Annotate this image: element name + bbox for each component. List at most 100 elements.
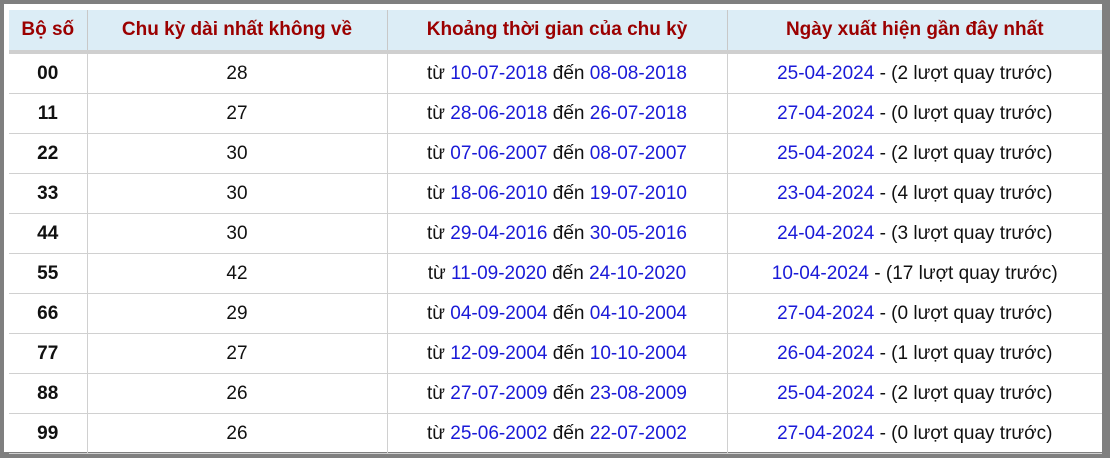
draws-ago: - (0 lượt quay trước) (879, 422, 1053, 444)
last-date-link[interactable]: 25-04-2024 (777, 62, 875, 84)
from-label: từ (427, 382, 446, 404)
draws-ago: - (2 lượt quay trước) (879, 62, 1053, 84)
period-cell: từ 04-09-2004 đến 04-10-2004 (386, 293, 728, 334)
period-cell: từ 28-06-2018 đến 26-07-2018 (386, 93, 728, 134)
last-seen-cell: 25-04-2024 - (2 lượt quay trước) (726, 373, 1102, 414)
last-date-link[interactable]: 27-04-2024 (777, 302, 875, 324)
cycle-cell: 27 (86, 333, 388, 374)
period-cell: từ 07-06-2007 đến 08-07-2007 (386, 133, 728, 174)
last-date-link[interactable]: 24-04-2024 (777, 222, 875, 244)
to-label: đến (552, 182, 585, 204)
cycle-table: Bộ số Chu kỳ dài nhất không về Khoảng th… (9, 10, 1102, 454)
last-seen-cell: 27-04-2024 - (0 lượt quay trước) (726, 293, 1102, 334)
period-cell: từ 29-04-2016 đến 30-05-2016 (386, 213, 728, 254)
last-date-link[interactable]: 23-04-2024 (777, 182, 875, 204)
table-row: 00 28 từ 10-07-2018 đến 08-08-2018 25-04… (9, 52, 1102, 94)
last-seen-cell: 26-04-2024 - (1 lượt quay trước) (726, 333, 1102, 374)
end-date-link[interactable]: 24-10-2020 (589, 262, 687, 284)
from-label: từ (427, 342, 446, 364)
to-label: đến (552, 302, 585, 324)
table-row: 11 27 từ 28-06-2018 đến 26-07-2018 27-04… (9, 93, 1102, 134)
start-date-link[interactable]: 07-06-2007 (450, 142, 548, 164)
last-seen-cell: 27-04-2024 - (0 lượt quay trước) (726, 93, 1102, 134)
last-date-link[interactable]: 27-04-2024 (777, 102, 875, 124)
last-seen-cell: 23-04-2024 - (4 lượt quay trước) (726, 173, 1102, 214)
cycle-cell: 30 (86, 213, 388, 254)
number-cell: 55 (9, 253, 88, 294)
cycle-cell: 28 (86, 52, 388, 94)
end-date-link[interactable]: 10-10-2004 (589, 342, 687, 364)
from-label: từ (427, 302, 446, 324)
cycle-cell: 29 (86, 293, 388, 334)
table-row: 66 29 từ 04-09-2004 đến 04-10-2004 27-04… (9, 293, 1102, 334)
end-date-link[interactable]: 22-07-2002 (589, 422, 687, 444)
last-seen-cell: 27-04-2024 - (0 lượt quay trước) (726, 413, 1102, 454)
number-cell: 88 (9, 373, 88, 414)
start-date-link[interactable]: 25-06-2002 (450, 422, 548, 444)
end-date-link[interactable]: 19-07-2010 (589, 182, 687, 204)
last-seen-cell: 24-04-2024 - (3 lượt quay trước) (726, 213, 1102, 254)
from-label: từ (427, 182, 446, 204)
from-label: từ (427, 222, 446, 244)
number-cell: 22 (9, 133, 88, 174)
last-date-link[interactable]: 27-04-2024 (777, 422, 875, 444)
end-date-link[interactable]: 08-07-2007 (589, 142, 687, 164)
header-cycle-period: Khoảng thời gian của chu kỳ (387, 10, 728, 54)
start-date-link[interactable]: 11-09-2020 (451, 262, 547, 284)
number-cell: 99 (9, 413, 88, 454)
start-date-link[interactable]: 29-04-2016 (450, 222, 548, 244)
start-date-link[interactable]: 04-09-2004 (450, 302, 548, 324)
number-cell: 77 (9, 333, 88, 374)
last-date-link[interactable]: 10-04-2024 (771, 262, 869, 284)
table-row: 33 30 từ 18-06-2010 đến 19-07-2010 23-04… (9, 173, 1102, 214)
start-date-link[interactable]: 18-06-2010 (450, 182, 548, 204)
draws-ago: - (17 lượt quay trước) (874, 262, 1058, 284)
to-label: đến (552, 262, 584, 284)
to-label: đến (552, 102, 585, 124)
end-date-link[interactable]: 08-08-2018 (589, 62, 687, 84)
table-row: 44 30 từ 29-04-2016 đến 30-05-2016 24-04… (9, 213, 1102, 254)
period-cell: từ 18-06-2010 đến 19-07-2010 (386, 173, 728, 214)
start-date-link[interactable]: 28-06-2018 (450, 102, 548, 124)
draws-ago: - (0 lượt quay trước) (879, 102, 1053, 124)
period-cell: từ 11-09-2020 đến 24-10-2020 (386, 253, 728, 294)
table-row: 88 26 từ 27-07-2009 đến 23-08-2009 25-04… (9, 373, 1102, 414)
number-cell: 00 (9, 52, 88, 94)
draws-ago: - (2 lượt quay trước) (879, 382, 1053, 404)
last-date-link[interactable]: 26-04-2024 (777, 342, 875, 364)
draws-ago: - (4 lượt quay trước) (879, 182, 1053, 204)
cycle-cell: 30 (86, 173, 388, 214)
draws-ago: - (2 lượt quay trước) (879, 142, 1053, 164)
start-date-link[interactable]: 10-07-2018 (450, 62, 548, 84)
last-date-link[interactable]: 25-04-2024 (777, 142, 875, 164)
last-seen-cell: 25-04-2024 - (2 lượt quay trước) (726, 133, 1102, 174)
period-cell: từ 25-06-2002 đến 22-07-2002 (386, 413, 728, 454)
table-row: 99 26 từ 25-06-2002 đến 22-07-2002 27-04… (9, 413, 1102, 454)
end-date-link[interactable]: 23-08-2009 (589, 382, 687, 404)
to-label: đến (552, 382, 585, 404)
last-seen-cell: 10-04-2024 - (17 lượt quay trước) (726, 253, 1102, 294)
number-cell: 33 (9, 173, 88, 214)
end-date-link[interactable]: 04-10-2004 (589, 302, 687, 324)
start-date-link[interactable]: 27-07-2009 (450, 382, 548, 404)
cycle-cell: 42 (86, 253, 388, 294)
from-label: từ (427, 422, 446, 444)
cycle-cell: 26 (86, 373, 388, 414)
end-date-link[interactable]: 26-07-2018 (589, 102, 687, 124)
to-label: đến (552, 222, 585, 244)
number-cell: 66 (9, 293, 88, 334)
table-row: 77 27 từ 12-09-2004 đến 10-10-2004 26-04… (9, 333, 1102, 374)
number-cell: 44 (9, 213, 88, 254)
cycle-cell: 26 (86, 413, 388, 454)
draws-ago: - (0 lượt quay trước) (879, 302, 1053, 324)
from-label: từ (427, 102, 446, 124)
number-cell: 11 (9, 93, 88, 134)
header-row: Bộ số Chu kỳ dài nhất không về Khoảng th… (9, 10, 1102, 54)
start-date-link[interactable]: 12-09-2004 (450, 342, 548, 364)
from-label: từ (427, 62, 446, 84)
last-date-link[interactable]: 25-04-2024 (777, 382, 875, 404)
header-number: Bộ số (9, 10, 88, 54)
cycle-cell: 27 (86, 93, 388, 134)
end-date-link[interactable]: 30-05-2016 (589, 222, 687, 244)
